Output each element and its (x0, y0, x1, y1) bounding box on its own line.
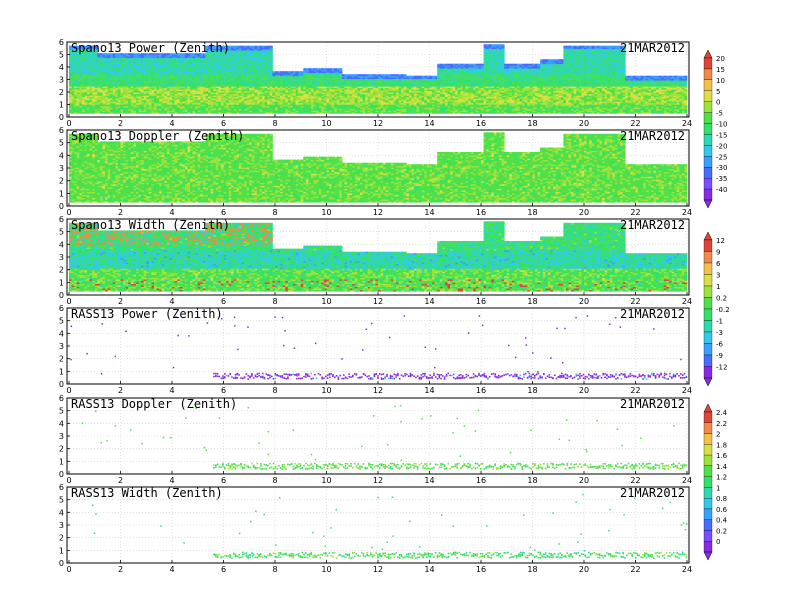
data-cell (249, 46, 252, 48)
data-cell (262, 46, 265, 48)
data-cell (260, 46, 263, 48)
data-cell (334, 68, 337, 70)
data-cell (293, 71, 296, 73)
data-cell (244, 46, 247, 48)
data-cell (254, 46, 257, 48)
data-cell (306, 68, 309, 70)
data-cell (311, 68, 314, 70)
data-cell (332, 68, 335, 70)
data-cell (252, 46, 255, 48)
data-cell (239, 46, 242, 48)
data-cell (339, 68, 342, 70)
data-cell (234, 46, 237, 48)
data-cell (283, 71, 286, 73)
data-cell (327, 68, 330, 70)
data-cell (314, 68, 317, 70)
data-cell (280, 71, 283, 73)
data-cell (342, 74, 345, 76)
data-cell (316, 68, 319, 70)
data-cell (231, 46, 234, 48)
data-cell (265, 46, 268, 48)
data-cell (337, 68, 340, 70)
data-cell (321, 68, 324, 70)
data-cell (303, 68, 306, 70)
data-cell (290, 71, 293, 73)
data-cell (270, 46, 273, 48)
data-cell (301, 71, 304, 73)
data-cell (242, 46, 245, 48)
data-cell (347, 74, 350, 76)
data-cell (275, 71, 278, 73)
data-cell (324, 68, 327, 70)
data-cell (345, 74, 348, 76)
data-cell (272, 71, 275, 73)
data-cell (296, 71, 299, 73)
data-cell (285, 71, 288, 73)
